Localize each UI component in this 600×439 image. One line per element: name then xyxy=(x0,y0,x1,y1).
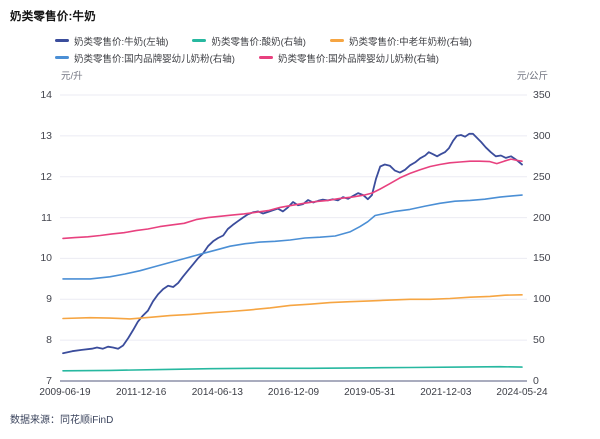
y-axis-label-right: 0 xyxy=(533,375,539,387)
x-axis-label: 2016-12-09 xyxy=(267,387,320,398)
legend-item-1[interactable]: 奶类零售价:酸奶(右轴) xyxy=(192,34,306,48)
x-axis-label: 2021-12-03 xyxy=(420,387,472,398)
y-axis-label-left: 7 xyxy=(46,375,52,387)
x-axis-label: 2014-06-13 xyxy=(191,387,243,398)
y-axis-label-right: 350 xyxy=(533,89,551,101)
y-axis-label-left: 12 xyxy=(40,170,52,183)
x-axis-label: 2019-05-31 xyxy=(344,387,396,398)
series-line-4 xyxy=(62,158,523,240)
legend-swatch-icon xyxy=(258,56,273,59)
y-axis-label-right: 50 xyxy=(533,334,545,347)
page-title: 奶类零售价:牛奶 xyxy=(10,11,96,23)
legend-label: 奶类零售价:国外品牌婴幼儿奶粉(右轴) xyxy=(277,53,439,65)
legend-row-1: 奶类零售价:牛奶(左轴) 奶类零售价:酸奶(右轴) 奶类零售价:中老年奶粉(右轴) xyxy=(55,32,575,49)
right-axis-unit: 元/公斤 xyxy=(516,71,548,82)
y-axis-label-right: 200 xyxy=(533,211,551,224)
legend-item-4[interactable]: 奶类零售价:国外品牌婴幼儿奶粉(右轴) xyxy=(258,51,439,65)
legend-label: 奶类零售价:国内品牌婴幼儿奶粉(右轴) xyxy=(74,53,235,65)
y-axis-label-left: 13 xyxy=(40,129,52,142)
series-line-1 xyxy=(62,365,523,372)
y-axis-label-right: 150 xyxy=(533,252,551,265)
y-axis-label-right: 250 xyxy=(533,170,551,183)
y-axis-label-left: 11 xyxy=(41,211,52,224)
y-axis-label-left: 14 xyxy=(40,89,52,101)
y-axis-label-right: 100 xyxy=(533,293,551,306)
left-axis-unit: 元/升 xyxy=(61,71,83,82)
legend-label: 奶类零售价:牛奶(左轴) xyxy=(74,36,169,48)
y-axis-label-right: 300 xyxy=(533,129,551,142)
legend-swatch-icon xyxy=(55,39,69,42)
y-axis-label-left: 9 xyxy=(46,293,52,306)
legend-item-3[interactable]: 奶类零售价:国内品牌婴幼儿奶粉(右轴) xyxy=(55,51,235,65)
legend-row-2: 奶类零售价:国内品牌婴幼儿奶粉(右轴) 奶类零售价:国外品牌婴幼儿奶粉(右轴) xyxy=(55,49,575,66)
legend-item-0[interactable]: 奶类零售价:牛奶(左轴) xyxy=(55,34,168,48)
series-line-3 xyxy=(62,194,523,280)
series-line-2 xyxy=(62,293,523,320)
legend-swatch-icon xyxy=(329,39,344,42)
x-axis-label: 2011-12-16 xyxy=(115,387,167,398)
legend-swatch-icon xyxy=(55,56,69,59)
x-axis-label: 2024-05-24 xyxy=(496,387,548,398)
legend-label: 奶类零售价:酸奶(右轴) xyxy=(211,36,306,48)
data-source-note: 数据来源：同花顺iFinD xyxy=(10,415,114,426)
y-axis-label-left: 8 xyxy=(46,334,52,347)
legend-label: 奶类零售价:中老年奶粉(右轴) xyxy=(348,36,472,48)
legend-item-2[interactable]: 奶类零售价:中老年奶粉(右轴) xyxy=(329,34,472,48)
y-axis-label-left: 10 xyxy=(40,252,52,265)
x-axis-label: 2009-06-19 xyxy=(39,387,91,398)
series-line-0 xyxy=(62,132,523,355)
legend-swatch-icon xyxy=(192,39,207,42)
legend: 奶类零售价:牛奶(左轴) 奶类零售价:酸奶(右轴) 奶类零售价:中老年奶粉(右轴) … xyxy=(55,32,575,66)
